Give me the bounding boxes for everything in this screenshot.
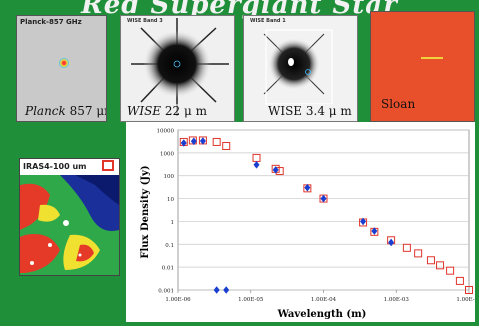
data-point-square [188, 136, 197, 145]
data-point-diamond [223, 286, 230, 294]
wise22-label: WISE 22 μ m [127, 104, 207, 118]
data-point-diamond [360, 217, 367, 226]
y-tick-label: 100 [164, 174, 175, 180]
y-tick-label: 10000 [157, 129, 175, 135]
x-tick-label: 1.00E-03 [384, 297, 410, 303]
data-point-square [455, 276, 464, 285]
y-tick-label: 0.01 [162, 266, 174, 272]
data-point-diamond [199, 137, 206, 145]
data-point-square [446, 266, 455, 275]
data-point-square [212, 137, 221, 146]
wise22-header: WISE Band 3 [127, 18, 163, 24]
plot-frame [177, 129, 470, 291]
y-tick-label: 1000 [160, 151, 174, 157]
iras-header: IRAS4-100 um [23, 162, 87, 171]
planck-label: Planck 857 μm [25, 104, 106, 118]
x-tick-label: 1.00E-04 [311, 297, 337, 303]
y-tick-label: 10 [167, 197, 174, 203]
chart-ticks: 10000 1000 100 10 1 0.1 0.01 0.001 1.00E-06 1.00E… [157, 129, 479, 304]
wise22-star-image [131, 18, 229, 116]
wise34-image-panel: WISE Band 1 WISE 3.4 μ m [243, 15, 358, 122]
data-point-diamond [213, 286, 220, 294]
planck-image-panel: Planck-857 GHz Planck 857 μm [16, 15, 107, 122]
data-point-diamond [253, 161, 260, 169]
wise34-label: WISE 3.4 μ m [268, 104, 352, 118]
x-tick-label: 1.00E-05 [238, 297, 264, 303]
data-point-square [252, 153, 261, 162]
data-point-square [436, 261, 445, 270]
data-point-square [222, 141, 231, 150]
data-point-diamond [388, 238, 395, 247]
data-point-square [414, 249, 423, 258]
data-point-diamond [272, 166, 279, 174]
sed-chart: 10000 1000 100 10 1 0.1 0.01 0.001 1.00E-06 1.00E… [126, 122, 479, 322]
iras-image-panel: IRAS4-100 um [19, 158, 120, 276]
planck-header: Planck-857 GHz [20, 18, 82, 26]
x-tick-label: 1.00E-06 [165, 297, 191, 303]
x-axis-label: Wavelength (m) [277, 309, 367, 320]
y-tick-label: 1 [171, 220, 175, 226]
planck-source-blob [59, 58, 69, 68]
wise22-image-panel: WISE Band 3 WISE 22 μ m [120, 15, 235, 122]
data-point-diamond [320, 194, 327, 203]
sloan-star-mark [421, 57, 443, 59]
y-tick-label: 0.001 [158, 289, 174, 295]
iras-marker-square [102, 160, 114, 171]
data-point-square [465, 286, 473, 294]
y-tick-label: 0.1 [165, 243, 174, 249]
iras-heatmap-image [20, 175, 119, 275]
chart-marks [179, 136, 473, 294]
chart-grid [177, 129, 470, 293]
data-point-square [426, 256, 435, 265]
sloan-label: Sloan [381, 97, 416, 111]
data-point-square [402, 243, 411, 252]
sloan-image-panel: Sloan [370, 11, 475, 122]
x-tick-label: 1.00E-02 [456, 297, 475, 303]
wise34-header: WISE Band 1 [250, 18, 286, 24]
sed-chart-svg: 10000 1000 100 10 1 0.1 0.01 0.001 1.00E-06 1.00E… [140, 129, 479, 321]
data-point-diamond [304, 183, 311, 192]
y-axis-label: Flux Density (Jy) [140, 165, 151, 258]
